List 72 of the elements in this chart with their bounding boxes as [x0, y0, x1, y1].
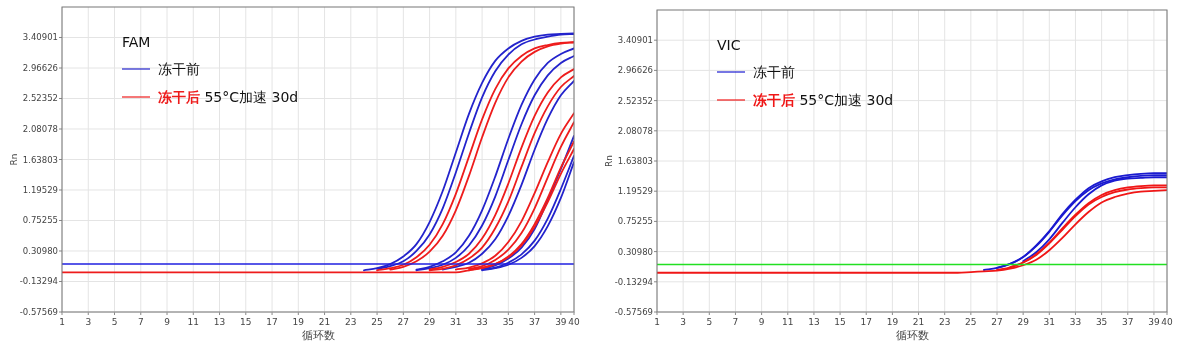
y-tick-label: 0.30980 — [22, 246, 58, 256]
y-tick-label: -0.57569 — [614, 307, 653, 317]
x-tick-label: 40 — [1161, 317, 1173, 327]
legend-title: VIC — [717, 37, 741, 53]
x-tick-label: 3 — [85, 317, 92, 327]
x-tick-label: 23 — [938, 317, 951, 327]
y-axis-title: Rn — [604, 155, 614, 167]
y-tick-label: 2.96626 — [22, 63, 58, 73]
x-tick-label: 31 — [1043, 317, 1056, 327]
y-tick-label: 3.40901 — [617, 35, 653, 46]
y-tick-label: -0.13294 — [614, 276, 653, 287]
x-tick-label: 27 — [397, 317, 410, 327]
x-tick-label: 27 — [991, 317, 1003, 327]
x-tick-label: 7 — [732, 317, 739, 327]
x-tick-label: 33 — [476, 317, 488, 327]
legend-title: FAM — [122, 34, 151, 50]
y-tick-label: 1.63803 — [22, 154, 58, 165]
x-tick-label: 23 — [345, 317, 357, 327]
y-tick-label: -0.13294 — [19, 276, 58, 287]
y-tick-label: -0.57569 — [19, 307, 58, 317]
legend-label: 冻干后 55°C加速 30d — [753, 92, 894, 108]
x-tick-label: 19 — [292, 317, 305, 327]
y-tick-label: 2.08078 — [22, 124, 58, 134]
x-tick-label: 1 — [654, 317, 660, 327]
x-tick-label: 17 — [860, 317, 872, 327]
x-tick-label: 40 — [568, 317, 580, 327]
y-tick-label: 0.30980 — [617, 246, 653, 257]
x-tick-label: 33 — [1069, 317, 1082, 327]
x-tick-label: 39 — [1148, 317, 1160, 327]
x-tick-label: 35 — [1095, 317, 1108, 327]
y-tick-label: 2.52352 — [617, 95, 653, 106]
x-tick-label: 17 — [266, 317, 278, 327]
x-tick-label: 7 — [137, 317, 144, 327]
x-tick-label: 35 — [502, 317, 515, 327]
y-tick-label: 2.52352 — [22, 93, 58, 104]
x-tick-label: 13 — [808, 317, 820, 327]
x-tick-label: 1 — [59, 317, 65, 327]
x-tick-label: 25 — [371, 317, 383, 327]
x-tick-label: 13 — [213, 317, 226, 327]
x-tick-label: 5 — [706, 317, 713, 327]
x-tick-label: 19 — [886, 317, 899, 327]
y-axis-title: Rn — [9, 153, 19, 166]
x-tick-label: 31 — [450, 317, 462, 327]
x-tick-label: 37 — [1122, 317, 1134, 327]
x-tick-label: 37 — [528, 317, 541, 327]
y-tick-label: 2.08078 — [617, 125, 653, 136]
x-tick-label: 21 — [318, 317, 331, 327]
x-tick-label: 15 — [240, 317, 252, 327]
x-tick-label: 11 — [782, 317, 794, 327]
x-axis-title: 循环数 — [301, 329, 335, 342]
y-tick-label: 1.63803 — [617, 156, 653, 166]
y-tick-label: 3.40901 — [22, 32, 58, 43]
x-tick-label: 11 — [187, 317, 200, 327]
x-tick-label: 3 — [680, 317, 687, 327]
x-tick-label: 29 — [1017, 317, 1030, 327]
legend-label: 冻干前 — [158, 61, 200, 77]
x-tick-label: 21 — [912, 317, 925, 327]
y-tick-label: 2.96626 — [617, 65, 653, 76]
y-tick-label: 0.75255 — [22, 215, 58, 226]
y-tick-label: 1.19529 — [617, 186, 653, 197]
x-tick-label: 25 — [965, 317, 977, 327]
x-tick-label: 9 — [164, 317, 171, 327]
x-tick-label: 29 — [423, 317, 436, 327]
x-axis-title: 循环数 — [895, 329, 929, 342]
x-tick-label: 5 — [111, 317, 118, 327]
y-tick-label: 0.75255 — [617, 216, 653, 227]
x-tick-label: 9 — [758, 317, 765, 327]
legend-label: 冻干后 55°C加速 30d — [158, 89, 299, 105]
x-tick-label: 39 — [555, 317, 567, 327]
y-tick-label: 1.19529 — [22, 185, 58, 195]
x-tick-label: 15 — [834, 317, 846, 327]
legend-label: 冻干前 — [753, 64, 795, 80]
